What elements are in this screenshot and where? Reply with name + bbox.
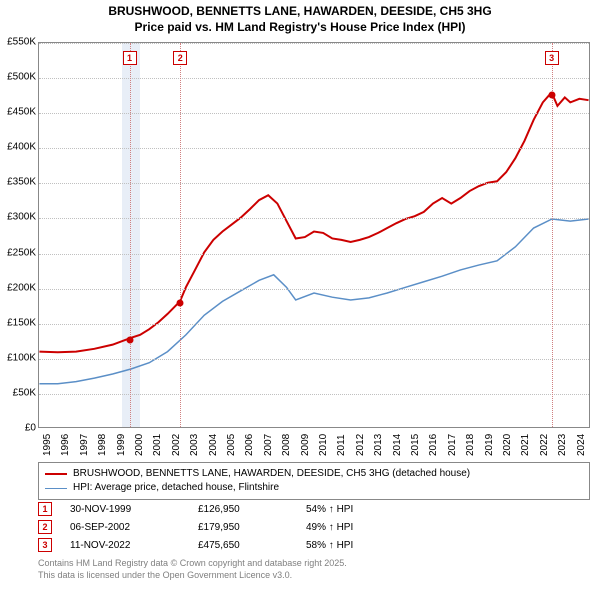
sales-row: 1 30-NOV-1999 £126,950 54% ↑ HPI xyxy=(38,500,590,518)
sales-row: 3 11-NOV-2022 £475,650 58% ↑ HPI xyxy=(38,536,590,554)
y-axis-label: £500K xyxy=(2,72,36,83)
chart-title-line2: Price paid vs. HM Land Registry's House … xyxy=(0,20,600,36)
sale-marker-line xyxy=(130,43,131,427)
series-line-price_paid xyxy=(39,93,588,352)
gridline xyxy=(39,394,589,395)
x-axis-label: 2008 xyxy=(281,434,292,456)
sales-row: 2 06-SEP-2002 £179,950 49% ↑ HPI xyxy=(38,518,590,536)
y-axis-label: £550K xyxy=(2,37,36,48)
x-axis-label: 1995 xyxy=(42,434,53,456)
sales-row-price: £475,650 xyxy=(198,540,288,551)
x-axis-label: 2017 xyxy=(447,434,458,456)
y-axis-label: £450K xyxy=(2,107,36,118)
chart-title-line1: BRUSHWOOD, BENNETTS LANE, HAWARDEN, DEES… xyxy=(0,4,600,20)
x-axis-label: 2001 xyxy=(152,434,163,456)
x-axis-label: 1996 xyxy=(60,434,71,456)
x-axis-label: 2016 xyxy=(428,434,439,456)
legend-swatch xyxy=(45,473,67,475)
y-axis-label: £300K xyxy=(2,212,36,223)
y-axis-label: £400K xyxy=(2,142,36,153)
sale-data-point xyxy=(126,336,133,343)
gridline xyxy=(39,183,589,184)
x-axis-label: 2009 xyxy=(300,434,311,456)
x-axis-label: 2022 xyxy=(539,434,550,456)
sales-row-badge: 3 xyxy=(38,538,52,552)
sales-row-price: £126,950 xyxy=(198,504,288,515)
legend-swatch xyxy=(45,488,67,489)
legend-item: HPI: Average price, detached house, Flin… xyxy=(45,481,583,495)
sales-row-price: £179,950 xyxy=(198,522,288,533)
x-axis-label: 2004 xyxy=(208,434,219,456)
x-axis-label: 2015 xyxy=(410,434,421,456)
sales-row-badge: 1 xyxy=(38,502,52,516)
x-axis-label: 2021 xyxy=(520,434,531,456)
sale-marker-line xyxy=(180,43,181,427)
footer-attribution: Contains HM Land Registry data © Crown c… xyxy=(38,558,347,581)
sale-marker-badge: 3 xyxy=(545,51,559,65)
sales-row-badge: 2 xyxy=(38,520,52,534)
sales-row-date: 06-SEP-2002 xyxy=(70,522,180,533)
sale-marker-badge: 1 xyxy=(123,51,137,65)
x-axis-label: 2010 xyxy=(318,434,329,456)
x-axis-label: 1997 xyxy=(79,434,90,456)
y-axis-label: £50K xyxy=(2,387,36,398)
gridline xyxy=(39,113,589,114)
x-axis-label: 2006 xyxy=(244,434,255,456)
gridline xyxy=(39,324,589,325)
y-axis-label: £250K xyxy=(2,247,36,258)
x-axis-label: 1998 xyxy=(97,434,108,456)
sales-row-diff: 54% ↑ HPI xyxy=(306,504,396,515)
gridline xyxy=(39,289,589,290)
footer-line2: This data is licensed under the Open Gov… xyxy=(38,570,347,582)
sales-row-date: 11-NOV-2022 xyxy=(70,540,180,551)
gridline xyxy=(39,359,589,360)
sales-row-diff: 49% ↑ HPI xyxy=(306,522,396,533)
x-axis-label: 2013 xyxy=(373,434,384,456)
y-axis-label: £100K xyxy=(2,352,36,363)
sales-table: 1 30-NOV-1999 £126,950 54% ↑ HPI 2 06-SEP-200… xyxy=(38,500,590,554)
gridline xyxy=(39,43,589,44)
legend-item: BRUSHWOOD, BENNETTS LANE, HAWARDEN, DEES… xyxy=(45,467,583,481)
x-axis-label: 2023 xyxy=(557,434,568,456)
sales-row-diff: 58% ↑ HPI xyxy=(306,540,396,551)
x-axis-label: 2003 xyxy=(189,434,200,456)
sale-marker-line xyxy=(552,43,553,427)
x-axis-label: 2002 xyxy=(171,434,182,456)
gridline xyxy=(39,78,589,79)
y-axis-label: £0 xyxy=(2,423,36,434)
sale-data-point xyxy=(548,92,555,99)
x-axis-label: 2005 xyxy=(226,434,237,456)
y-axis-label: £200K xyxy=(2,282,36,293)
x-axis-label: 2020 xyxy=(502,434,513,456)
x-axis-label: 2024 xyxy=(576,434,587,456)
x-axis-label: 2014 xyxy=(392,434,403,456)
legend-label: HPI: Average price, detached house, Flin… xyxy=(73,481,279,495)
legend: BRUSHWOOD, BENNETTS LANE, HAWARDEN, DEES… xyxy=(38,462,590,500)
x-axis-label: 2019 xyxy=(484,434,495,456)
x-axis-label: 2011 xyxy=(336,434,347,456)
x-axis-label: 2012 xyxy=(355,434,366,456)
x-axis-label: 2007 xyxy=(263,434,274,456)
gridline xyxy=(39,218,589,219)
sales-row-date: 30-NOV-1999 xyxy=(70,504,180,515)
legend-label: BRUSHWOOD, BENNETTS LANE, HAWARDEN, DEES… xyxy=(73,467,470,481)
x-axis-label: 1999 xyxy=(116,434,127,456)
y-axis-label: £150K xyxy=(2,317,36,328)
sale-data-point xyxy=(177,299,184,306)
x-axis-label: 2018 xyxy=(465,434,476,456)
chart-lines-svg xyxy=(39,43,589,427)
gridline xyxy=(39,148,589,149)
gridline xyxy=(39,254,589,255)
chart-plot-area: 1 2 3 xyxy=(38,42,590,428)
x-axis-label: 2000 xyxy=(134,434,145,456)
y-axis-label: £350K xyxy=(2,177,36,188)
sale-marker-badge: 2 xyxy=(173,51,187,65)
footer-line1: Contains HM Land Registry data © Crown c… xyxy=(38,558,347,570)
